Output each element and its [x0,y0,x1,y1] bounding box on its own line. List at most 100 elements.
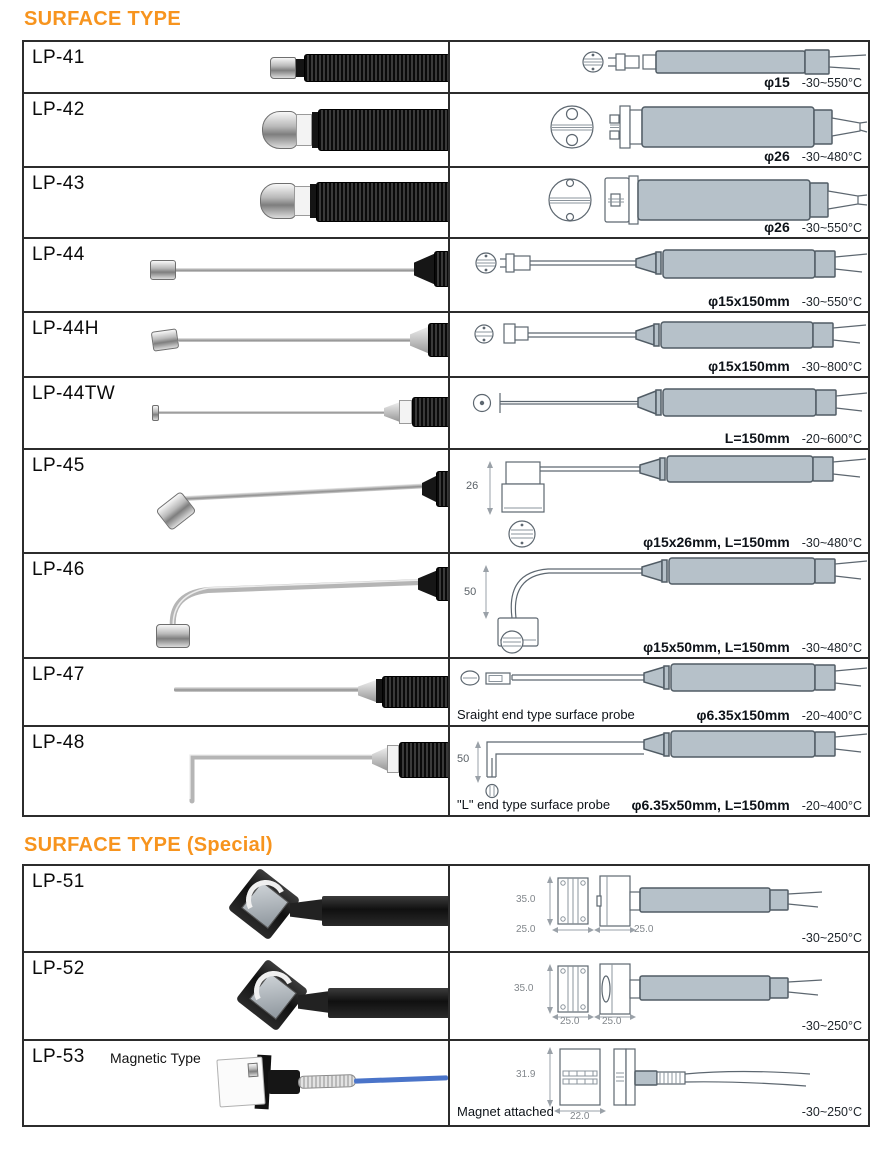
table-row-lp53: LP-53 Magnetic Type 31.9 22.0 [24,1041,868,1125]
magnet-note: Magnet attached [457,1104,554,1119]
model-label: LP-51 [32,871,85,892]
probe-photo [150,260,176,280]
table-row-lp47: LP-47 Sraight end type surface probe φ6.… [24,659,868,727]
dim-width-label: 22.0 [570,1111,590,1122]
model-label: LP-44 [32,244,85,265]
probe-cone [384,402,400,422]
model-label: LP-43 [32,173,85,194]
model-label: LP-53 [32,1046,85,1067]
table-row-lp44h: LP-44H φ15x150mm -30~800°C [24,313,868,378]
magnetic-type-label: Magnetic Type [110,1050,201,1066]
probe-photo [169,579,423,637]
probe-shaft [178,338,410,342]
blue-cable [353,1075,448,1084]
surface-type-table: LP-41 φ15 -30~550°C LP-42 [22,40,870,817]
probe-diagram [472,388,868,417]
table-row-lp42: LP-42 φ26 -30~480°C [24,94,868,168]
spec-text: φ26 [764,148,790,164]
spec-text: φ6.35x150mm [696,707,790,723]
model-label: LP-47 [32,664,85,685]
dim-height-label: 35.0 [516,894,536,905]
spec-text: L=150mm [724,430,790,446]
probe-handle [328,988,448,1018]
spec-text: φ6.35x50mm, L=150mm [631,797,790,813]
probe-diagram [548,175,868,225]
temp-range: -30~550°C [801,221,862,235]
temp-range: -30~250°C [801,1019,862,1033]
table-row-lp46: LP-46 50 φ15x50mm, L=150mm -30~ [24,554,868,659]
temp-range: -30~480°C [801,641,862,655]
probe-photo [260,183,296,219]
section1-title: SURFACE TYPE [24,8,181,30]
probe-diagram [582,49,867,75]
probe-collar [268,1070,300,1094]
probe-collar [296,59,304,77]
probe-cone [422,474,440,504]
probe-cone [358,680,376,702]
table-row-lp44: LP-44 φ15x150mm -30~550°C [24,239,868,313]
label-band [296,114,312,146]
spec-text: φ15x150mm [708,358,790,374]
model-label: LP-52 [32,958,85,979]
table-row-lp43: LP-43 φ26 -30~550°C [24,168,868,239]
model-label: LP-46 [32,559,85,580]
spec-text: φ15x26mm, L=150mm [643,534,790,550]
probe-collar [312,112,318,148]
probe-handle [304,54,448,82]
probe-cone [414,253,436,285]
dim-width2-label: 25.0 [602,1016,622,1027]
model-label: LP-44H [32,318,99,339]
braided-cable [297,1073,357,1090]
probe-photo [270,57,296,79]
table-row-lp48: LP-48 50 "L" end type surface probe φ6.3… [24,727,868,815]
dim-height-label: 31.9 [516,1069,536,1080]
probe-handle [434,251,448,287]
model-label: LP-45 [32,455,85,476]
temp-range: -20~600°C [801,432,862,446]
probe-handle [436,567,448,601]
temp-range: -20~400°C [801,799,862,813]
table-row-lp52: LP-52 35.0 25.0 25.0 [24,953,868,1041]
probe-shaft [159,411,385,414]
probe-handle [436,471,448,507]
probe-collar [310,184,316,218]
type-note: "L" end type surface probe [457,797,611,812]
table-row-lp45: LP-45 26 φ15x26mm, L=150mm -30~480°C [24,450,868,554]
model-label: LP-44TW [32,383,116,404]
temp-range: -30~550°C [801,76,862,90]
probe-diagram [487,455,867,548]
probe-diagram [550,105,868,149]
magnet-block [216,1056,266,1108]
probe-handle [316,182,448,222]
temp-range: -30~480°C [801,536,862,550]
label-band [387,745,399,773]
dim-label: 26 [466,480,479,492]
temp-range: -30~800°C [801,360,862,374]
sensor-clip [247,1062,259,1078]
temp-range: -30~480°C [801,150,862,164]
probe-diagram [547,963,823,1020]
model-label: LP-41 [32,47,85,68]
label-band [399,400,412,424]
probe-diagram [475,249,868,279]
probe-diagram [547,1047,811,1114]
probe-handle [428,323,448,357]
probe-diagram [547,875,823,933]
temp-range: -30~250°C [801,1105,862,1119]
probe-neck [290,899,324,921]
table-row-lp41: LP-41 φ15 -30~550°C [24,42,868,94]
probe-photo [152,405,159,421]
probe-collar [376,679,382,703]
probe-head [156,624,190,648]
probe-cone [372,747,388,771]
table-row-lp44tw: LP-44TW L=150mm -20~600°C [24,378,868,450]
probe-handle [382,676,448,708]
probe-handle [412,397,448,427]
table-row-lp51: LP-51 35.0 25.0 25.0 -30~25 [24,866,868,953]
probe-shaft [183,482,436,501]
temp-range: -30~250°C [801,931,862,945]
spec-text: φ15x150mm [708,293,790,309]
probe-photo [262,111,298,149]
probe-neck [298,991,330,1013]
surface-type-special-table: LP-51 35.0 25.0 25.0 -30~25 [22,864,870,1127]
